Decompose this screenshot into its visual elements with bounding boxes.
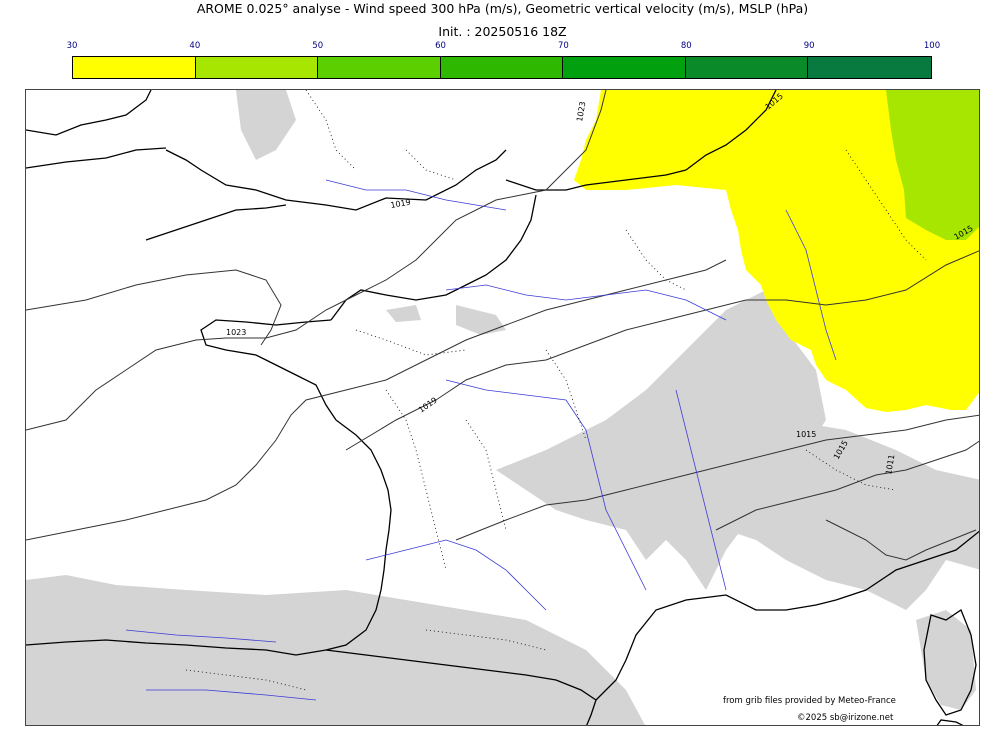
colorbar-segment	[195, 57, 319, 78]
isobar-label: 1015	[796, 430, 816, 439]
colorbar-tick-label: 100	[923, 41, 941, 51]
init-time: Init. : 20250516 18Z	[438, 24, 567, 39]
colorbar-tick-label: 70	[558, 41, 569, 51]
coastlines	[26, 90, 979, 725]
colorbar-segment	[563, 57, 686, 78]
colorbar-tick-label: 30	[66, 41, 78, 51]
colorbar	[72, 56, 932, 79]
isobar-label: 1019	[417, 396, 439, 415]
isobar-label: 1019	[390, 198, 412, 210]
map-panel: 1023 1023 1019 1019 1015 1015 1015 1015 …	[25, 89, 980, 726]
colorbar-segment	[440, 57, 564, 78]
copyright: ©2025 sb@irizone.net	[797, 713, 894, 723]
isobar-label: 1023	[226, 328, 246, 337]
wind-speed-fill-40	[886, 90, 979, 240]
isobars	[26, 90, 979, 561]
vertical-velocity-shading	[26, 90, 979, 725]
map-svg: 1023 1023 1019 1019 1015 1015 1015 1015 …	[26, 90, 979, 725]
colorbar-segment	[808, 57, 931, 78]
vertical-velocity-dots	[185, 90, 927, 691]
wind-speed-fill	[574, 90, 979, 412]
rivers	[125, 179, 837, 701]
colorbar-segment	[73, 57, 196, 78]
chart-title: AROME 0.025° analyse - Wind speed 300 hP…	[196, 1, 809, 16]
isobar-label: 1023	[575, 101, 587, 123]
colorbar-tick-label: 50	[312, 41, 324, 51]
colorbar-tick-label: 60	[435, 41, 446, 51]
colorbar-tick-label: 80	[680, 41, 692, 51]
colorbar-segment	[685, 57, 809, 78]
isobar-label: 1011	[884, 454, 896, 476]
colorbar-tick-label: 90	[803, 41, 815, 51]
colorbar-segment	[318, 57, 441, 78]
colorbar-tick-label: 40	[189, 41, 201, 51]
source-credit: from grib files provided by Meteo-France	[723, 696, 896, 706]
